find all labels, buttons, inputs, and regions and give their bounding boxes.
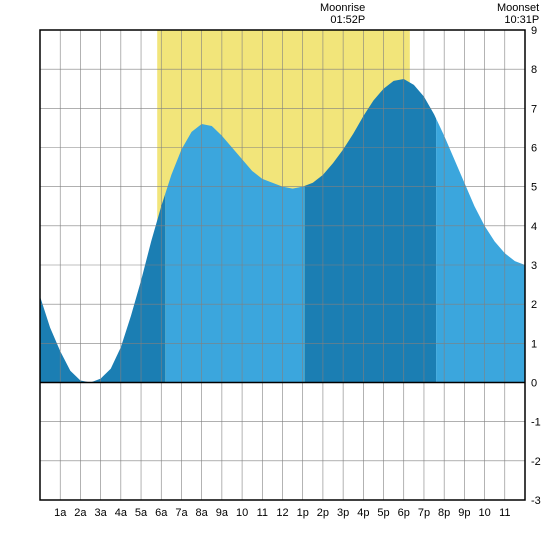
svg-text:5p: 5p <box>377 507 389 519</box>
svg-text:4a: 4a <box>115 507 128 519</box>
svg-text:9p: 9p <box>458 507 470 519</box>
svg-text:8: 8 <box>531 64 537 76</box>
svg-text:1: 1 <box>531 338 537 350</box>
svg-text:8p: 8p <box>438 507 450 519</box>
svg-text:2: 2 <box>531 299 537 311</box>
svg-text:11: 11 <box>499 507 510 519</box>
tide-chart: Moonrise 01:52P Moonset 10:31P 1a2a3a4a5… <box>0 0 550 550</box>
svg-text:6: 6 <box>531 143 537 155</box>
svg-text:10: 10 <box>236 507 248 519</box>
moonset-label: Moonset <box>497 2 539 14</box>
svg-text:3p: 3p <box>337 507 349 519</box>
moonrise-time: 01:52P <box>320 14 365 26</box>
svg-text:-1: -1 <box>531 417 541 429</box>
moonrise-label: Moonrise <box>320 2 365 14</box>
moonrise-annotation: Moonrise 01:52P <box>320 2 365 26</box>
svg-text:7p: 7p <box>418 507 430 519</box>
svg-text:9a: 9a <box>216 507 229 519</box>
svg-text:10: 10 <box>478 507 490 519</box>
svg-text:2p: 2p <box>317 507 329 519</box>
svg-text:7: 7 <box>531 103 537 115</box>
svg-text:9: 9 <box>531 25 537 37</box>
svg-text:3a: 3a <box>95 507 108 519</box>
svg-text:5a: 5a <box>135 507 148 519</box>
svg-text:8a: 8a <box>196 507 209 519</box>
svg-text:7a: 7a <box>175 507 188 519</box>
moonset-annotation: Moonset 10:31P <box>497 2 539 26</box>
svg-text:1p: 1p <box>297 507 309 519</box>
svg-text:4: 4 <box>531 221 537 233</box>
svg-text:12: 12 <box>276 507 288 519</box>
svg-text:1a: 1a <box>54 507 67 519</box>
chart-svg: 1a2a3a4a5a6a7a8a9a1011121p2p3p4p5p6p7p8p… <box>0 0 550 550</box>
svg-text:-3: -3 <box>531 495 541 507</box>
svg-text:3: 3 <box>531 260 537 272</box>
svg-text:4p: 4p <box>357 507 369 519</box>
svg-text:11: 11 <box>257 507 268 519</box>
svg-text:6p: 6p <box>398 507 410 519</box>
svg-text:5: 5 <box>531 182 537 194</box>
svg-text:-2: -2 <box>531 456 541 468</box>
svg-text:2a: 2a <box>74 507 87 519</box>
svg-text:6a: 6a <box>155 507 168 519</box>
moonset-time: 10:31P <box>497 14 539 26</box>
svg-text:0: 0 <box>531 378 537 390</box>
